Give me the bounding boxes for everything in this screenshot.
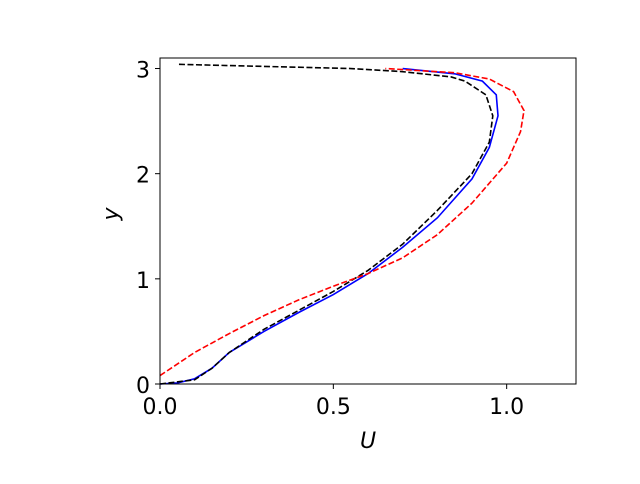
y-tick-label: 2 [136, 164, 150, 189]
x-tick-label: 0.5 [316, 395, 351, 420]
series-line [159, 63, 494, 385]
x-tick-label: 0.0 [143, 395, 178, 420]
x-axis-label: U [360, 429, 376, 454]
y-axis-label: y [99, 207, 124, 222]
y-tick-label: 3 [136, 59, 150, 84]
plot-frame [159, 57, 577, 385]
x-tick-label: 1.0 [489, 395, 524, 420]
y-tick-label: 0 [136, 374, 150, 399]
series-line [159, 67, 525, 377]
y-tick-label: 1 [136, 269, 150, 294]
